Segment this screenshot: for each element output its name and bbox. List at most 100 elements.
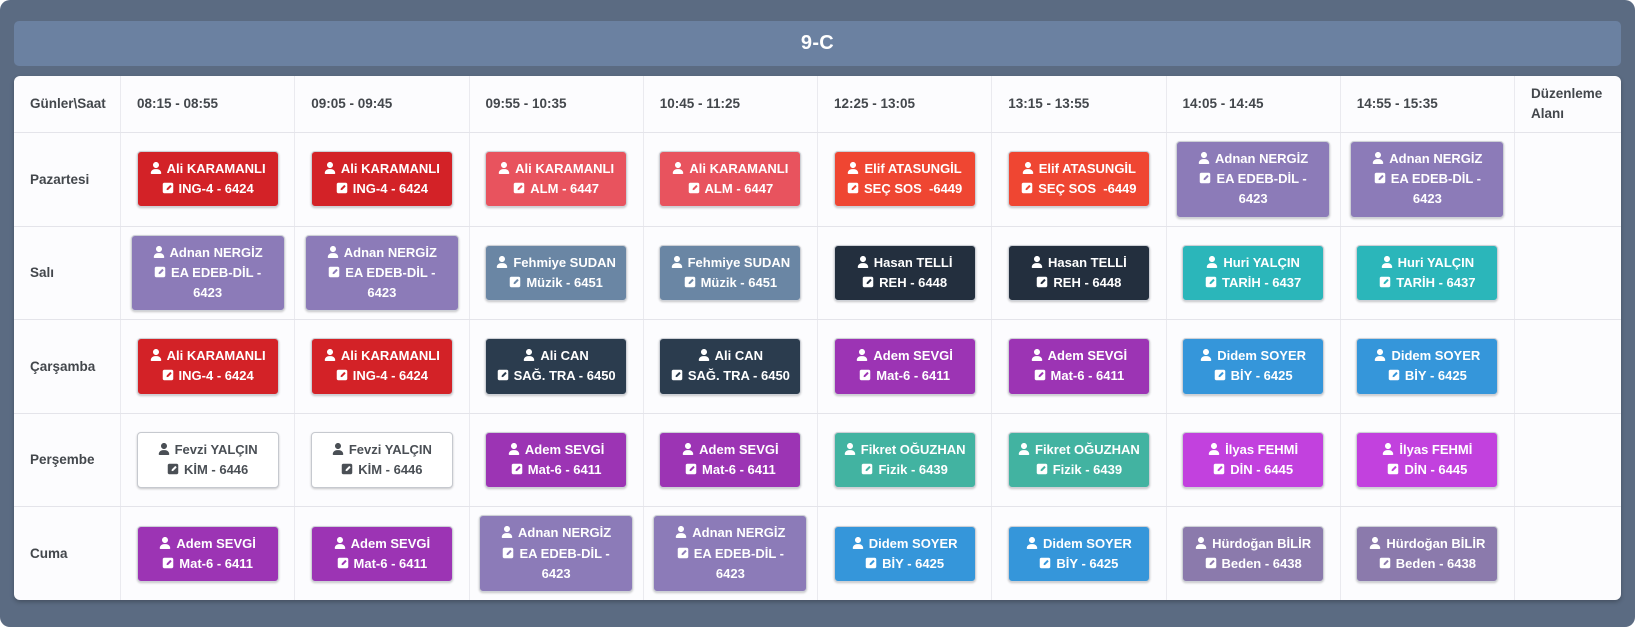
lesson-card[interactable]: Ali KARAMANLI ING-4 - 6424 [310, 151, 453, 208]
lesson-card[interactable]: Adem SEVGİ Mat-6 - 6411 [485, 431, 628, 489]
course-code: BİY - 6425 [882, 555, 945, 571]
lesson-card[interactable]: Huri YALÇIN TARİH - 6437 [1356, 244, 1499, 302]
course-code: SEÇ SOS -6449 [863, 181, 963, 197]
lesson-card[interactable]: Didem SOYER BİY - 6425 [1182, 338, 1325, 395]
user-icon [1208, 440, 1220, 460]
lesson-card[interactable]: Adem SEVGİ Mat-6 - 6411 [833, 338, 976, 395]
lesson-card[interactable]: Adnan NERGİZ EA EDEB-DİL - 6423 [304, 234, 459, 312]
lesson-card[interactable]: Adnan NERGİZ EA EDEB-DİL - 6423 [1176, 141, 1331, 218]
lesson-cell: Adem SEVGİ Mat-6 - 6411 [817, 320, 991, 413]
course-line: ING-4 - 6424 [320, 366, 444, 386]
time-header: 08:15 - 08:55 [120, 76, 294, 132]
edit-icon [336, 366, 348, 386]
course-line: ING-4 - 6424 [146, 179, 270, 199]
edit-icon [1199, 169, 1211, 189]
lesson-card[interactable]: İlyas FEHMİ DİN - 6445 [1182, 431, 1325, 489]
lesson-card[interactable]: Ali KARAMANLI ALM - 6447 [659, 151, 802, 208]
teacher-name: Hasan TELLİ [1048, 254, 1127, 270]
teacher-line: Fikret OĞUZHAN [1017, 440, 1141, 460]
lesson-cell: Adnan NERGİZ EA EDEB-DİL - 6423 [120, 226, 294, 320]
lesson-card[interactable]: Didem SOYER BİY - 6425 [1007, 525, 1150, 582]
user-icon [332, 440, 344, 460]
corner-header: Günler\Saat [30, 96, 106, 112]
lesson-card[interactable]: Hasan TELLİ REH - 6448 [833, 244, 976, 302]
lesson-card[interactable]: Elif ATASUNGİL SEÇ SOS -6449 [833, 151, 976, 208]
teacher-line: Elif ATASUNGİL [1017, 159, 1141, 179]
lesson-card[interactable]: Huri YALÇIN TARİH - 6437 [1182, 244, 1325, 302]
lesson-card[interactable]: Adnan NERGİZ EA EDEB-DİL - 6423 [479, 515, 634, 592]
lesson-cell: Ali CAN SAĞ. TRA - 6450 [468, 320, 643, 413]
edit-icon [509, 273, 521, 293]
lesson-card[interactable]: Adem SEVGİ Mat-6 - 6411 [136, 525, 279, 582]
edit-icon [847, 179, 859, 199]
lesson-card[interactable]: Adnan NERGİZ EA EDEB-DİL - 6423 [1350, 141, 1505, 218]
teacher-line: Ali KARAMANLI [146, 159, 270, 179]
teacher-line: Didem SOYER [1365, 346, 1489, 366]
edit-icon [688, 179, 700, 199]
user-icon [324, 346, 336, 366]
lesson-cell: Ali KARAMANLI ALM - 6447 [468, 133, 643, 226]
teacher-line: Didem SOYER [1017, 534, 1141, 554]
edit-icon [685, 460, 697, 480]
course-code: Müzik - 6451 [700, 274, 778, 290]
lesson-card[interactable]: Adem SEVGİ Mat-6 - 6411 [310, 525, 453, 582]
course-code: ING-4 - 6424 [352, 181, 428, 197]
lesson-card[interactable]: Fehmiye SUDAN Müzik - 6451 [485, 244, 628, 302]
teacher-line: Ali CAN [494, 346, 618, 366]
course-code: TARİH - 6437 [1222, 274, 1302, 290]
lesson-card[interactable]: Fevzi YALÇIN KİM - 6446 [136, 431, 279, 489]
edit-icon [154, 263, 166, 283]
teacher-line: Adem SEVGİ [843, 346, 967, 366]
lesson-card[interactable]: Adnan NERGİZ EA EDEB-DİL - 6423 [653, 515, 808, 592]
user-icon [327, 243, 339, 263]
course-line: SAĞ. TRA - 6450 [494, 366, 618, 386]
teacher-name: Fehmiye SUDAN [687, 254, 791, 270]
course-code: KİM - 6446 [183, 462, 249, 478]
lesson-card[interactable]: Didem SOYER BİY - 6425 [833, 525, 976, 582]
lesson-card[interactable]: Ali KARAMANLI ALM - 6447 [485, 151, 628, 208]
lesson-card[interactable]: Hasan TELLİ REH - 6448 [1007, 244, 1150, 302]
lesson-card[interactable]: Fikret OĞUZHAN Fizik - 6439 [833, 431, 976, 489]
day-row: Pazartesi Ali KARAMANLI ING-4 - 6424 Ali KA… [14, 132, 1621, 226]
lesson-card[interactable]: Didem SOYER BİY - 6425 [1356, 338, 1499, 395]
lesson-card[interactable]: Adem SEVGİ Mat-6 - 6411 [659, 431, 802, 489]
teacher-line: Ali KARAMANLI [146, 346, 270, 366]
edit-icon [1387, 460, 1399, 480]
edit-icon [502, 544, 514, 564]
lesson-card[interactable]: Hürdoğan BİLİR Beden - 6438 [1356, 525, 1499, 582]
lesson-card[interactable]: Fikret OĞUZHAN Fizik - 6439 [1007, 431, 1150, 489]
lesson-card[interactable]: Adem SEVGİ Mat-6 - 6411 [1007, 338, 1150, 395]
course-line: EA EDEB-DİL - 6423 [1359, 169, 1495, 209]
course-code: Beden - 6438 [1395, 555, 1476, 571]
lesson-card[interactable]: Fehmiye SUDAN Müzik - 6451 [659, 244, 802, 302]
teacher-line: Adnan NERGİZ [488, 523, 624, 543]
lesson-card[interactable]: Adnan NERGİZ EA EDEB-DİL - 6423 [130, 234, 285, 312]
course-line: BİY - 6425 [1017, 554, 1141, 574]
lesson-card[interactable]: Ali CAN SAĞ. TRA - 6450 [485, 338, 628, 395]
edit-icon [671, 366, 683, 386]
lesson-card[interactable]: Ali CAN SAĞ. TRA - 6450 [659, 338, 802, 395]
lesson-card[interactable]: Ali KARAMANLI ING-4 - 6424 [136, 338, 279, 395]
teacher-name: Didem SOYER [1042, 535, 1132, 551]
lesson-card[interactable]: İlyas FEHMİ DİN - 6445 [1356, 431, 1499, 489]
user-icon [682, 440, 694, 460]
teacher-name: Adnan NERGİZ [518, 525, 612, 541]
course-code: EA EDEB-DİL - 6423 [170, 264, 265, 300]
class-title: 9-C [14, 21, 1621, 66]
lesson-cell: Didem SOYER BİY - 6425 [817, 507, 991, 600]
lesson-card[interactable]: Ali KARAMANLI ING-4 - 6424 [136, 151, 279, 208]
lesson-card[interactable]: Ali KARAMANLI ING-4 - 6424 [310, 338, 453, 395]
lesson-card[interactable]: Fevzi YALÇIN KİM - 6446 [310, 431, 453, 489]
course-code: Mat-6 - 6411 [179, 555, 253, 571]
lesson-cell: Didem SOYER BİY - 6425 [1339, 320, 1514, 413]
lesson-cell: Ali KARAMANLI ING-4 - 6424 [294, 133, 468, 226]
lesson-cell: İlyas FEHMİ DİN - 6445 [1165, 413, 1340, 507]
lesson-card[interactable]: Hürdoğan BİLİR Beden - 6438 [1182, 525, 1325, 582]
teacher-line: Hürdoğan BİLİR [1365, 534, 1489, 554]
teacher-name: Adnan NERGİZ [169, 244, 263, 260]
lesson-cell: Fevzi YALÇIN KİM - 6446 [120, 413, 294, 507]
course-line: TARİH - 6437 [1191, 273, 1315, 293]
edit-icon [1036, 273, 1048, 293]
teacher-line: Elif ATASUNGİL [843, 159, 967, 179]
lesson-card[interactable]: Elif ATASUNGİL SEÇ SOS -6449 [1007, 151, 1150, 208]
